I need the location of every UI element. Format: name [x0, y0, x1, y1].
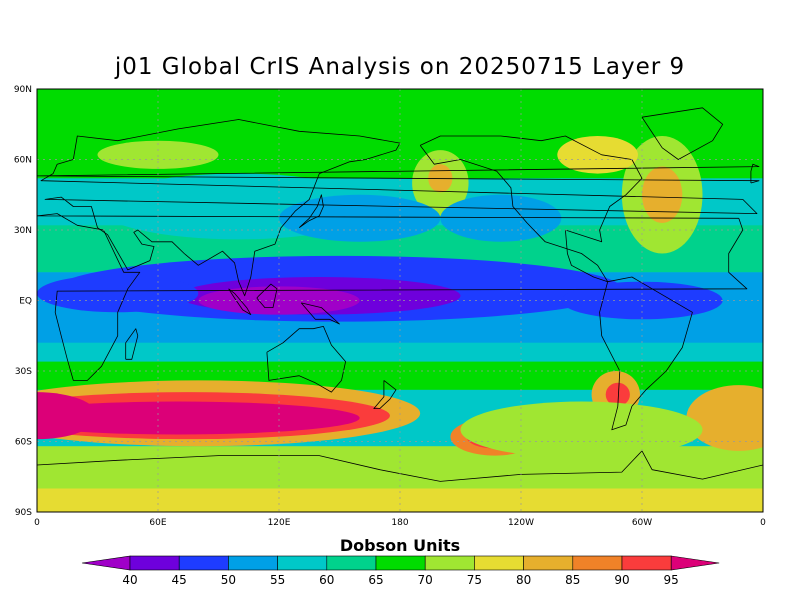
colorbar-swatch	[375, 555, 426, 571]
colorbar-swatch	[326, 555, 377, 571]
lat-tick-label: 60N	[14, 156, 32, 166]
map-title: j01 Global CrIS Analysis on 20250715 Lay…	[114, 54, 686, 80]
lon-tick-label: 60E	[149, 518, 166, 528]
coastline-australia	[266, 326, 346, 393]
colorbar-swatch	[178, 555, 229, 571]
field-sam-max	[605, 382, 630, 407]
colorbar-tick-label: 85	[565, 573, 580, 587]
lat-tick-label: 30N	[14, 226, 32, 236]
map-frame	[36, 88, 764, 513]
lon-tick-label: 180	[391, 518, 408, 528]
coastline-sumatra	[228, 288, 252, 315]
coastline-new-zealand	[373, 380, 397, 409]
field-polar-s-edge	[37, 488, 763, 512]
coastline-africa	[37, 213, 748, 381]
field-canada-high	[557, 136, 638, 174]
colorbar-tick-label: 95	[664, 573, 679, 587]
field-ind-min	[37, 274, 199, 313]
colorbar-tick-label: 65	[368, 573, 383, 587]
lat-tick-label: 60S	[15, 438, 32, 448]
coastlines	[37, 107, 763, 482]
lon-tick-label: 60W	[632, 518, 652, 528]
lat-tick-label: 90S	[15, 508, 32, 518]
coastline-europe-asia	[40, 119, 758, 297]
colorbar-tick-label: 40	[122, 573, 137, 587]
colorbar-tick-label: 80	[516, 573, 531, 587]
colorbar-tick-label: 90	[614, 573, 629, 587]
coastline-new-guinea	[300, 302, 340, 325]
field-south-mid	[460, 401, 703, 458]
colorbar-tick-label: 70	[418, 573, 433, 587]
lat-tick-label: 90N	[14, 85, 32, 95]
lon-tick-label: 120E	[268, 518, 291, 528]
colorbar-swatch	[424, 555, 475, 571]
colorbar-tick-label: 60	[319, 573, 334, 587]
lon-tick-label: 0	[760, 518, 766, 528]
coastline-japan	[298, 194, 324, 229]
colorbar-swatch	[572, 555, 623, 571]
colorbar-tick-label: 50	[221, 573, 236, 587]
colorbar: 40 45 50 55 60 65 70 75 80 85 90 95	[81, 555, 720, 587]
coastline-madagascar	[125, 328, 139, 360]
coastline-greenland	[641, 107, 724, 160]
field-natl-max	[642, 166, 683, 223]
coastline-south-america	[599, 276, 693, 431]
lat-tick-label: EQ	[19, 297, 32, 307]
colorbar-swatch	[129, 555, 180, 571]
colorbar-extend-high	[670, 555, 720, 571]
field-jet	[279, 194, 441, 242]
field-south-east-outer	[686, 385, 763, 451]
colorbar-tick-label: 55	[270, 573, 285, 587]
coastline-uk	[37, 163, 760, 184]
lat-tick-label: 30S	[15, 367, 32, 377]
field-subtropic-s	[37, 342, 763, 362]
colorbar-swatch	[228, 555, 278, 571]
colorbar-tick-label: 75	[467, 573, 482, 587]
coastline-antarctica	[37, 450, 763, 482]
axis-ticks: 0 60E 120E 180 120W 60W 0 90N 60N 30N EQ 30S 60S 90S	[14, 85, 766, 528]
lon-tick-label: 120W	[508, 518, 534, 528]
colorbar-tick-label: 45	[172, 573, 187, 587]
colorbar-swatch	[277, 555, 328, 571]
colorbar-swatch	[474, 555, 524, 571]
field-south-belt-wrap	[37, 392, 98, 440]
field-siberia	[97, 140, 219, 169]
lon-tick-label: 0	[34, 518, 40, 528]
colorbar-label: Dobson Units	[339, 536, 461, 555]
colorbar-extend-low	[81, 555, 131, 571]
field-epac	[440, 194, 562, 242]
colorbar-swatch	[523, 555, 574, 571]
graticule	[37, 89, 763, 512]
colorbar-swatch	[621, 555, 672, 571]
coastline-borneo	[256, 283, 278, 308]
coastline-north-america	[419, 135, 643, 283]
